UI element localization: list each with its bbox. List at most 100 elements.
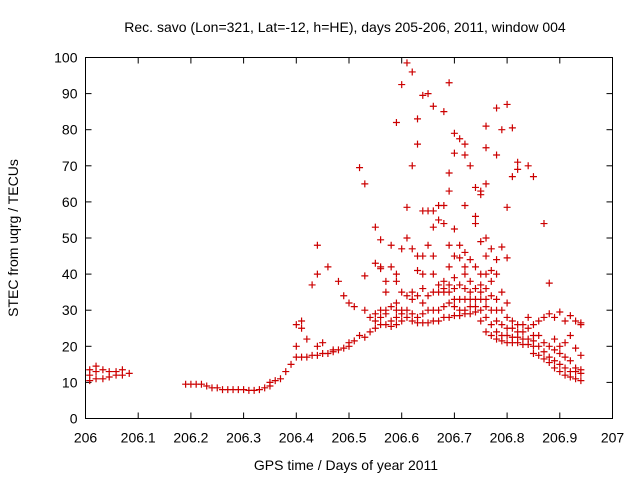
data-point: [487, 266, 495, 274]
data-point: [419, 299, 427, 307]
data-point: [356, 164, 364, 172]
data-point: [203, 382, 211, 390]
data-point: [408, 245, 416, 253]
data-point: [551, 357, 559, 365]
data-point: [493, 328, 501, 336]
data-point: [503, 203, 511, 211]
data-point: [461, 263, 469, 271]
data-point: [313, 270, 321, 278]
plot-frame: [85, 57, 613, 419]
data-point: [377, 263, 385, 271]
data-point: [298, 317, 306, 325]
data-point: [482, 144, 490, 152]
data-point: [535, 331, 543, 339]
data-point: [524, 162, 532, 170]
data-point: [508, 124, 516, 132]
data-point: [340, 344, 348, 352]
data-point: [408, 295, 416, 303]
data-point: [440, 220, 448, 228]
y-tick-label: 70: [62, 158, 78, 174]
data-point: [551, 313, 559, 321]
data-point: [519, 328, 527, 336]
x-tick-label: 207: [601, 430, 625, 446]
y-tick-label: 90: [62, 86, 78, 102]
data-point: [366, 313, 374, 321]
data-point: [482, 295, 490, 303]
data-point: [482, 328, 490, 336]
data-point: [324, 263, 332, 271]
x-tick-label: 206.3: [226, 430, 261, 446]
data-point: [403, 203, 411, 211]
data-point: [466, 288, 474, 296]
data-point: [556, 350, 564, 358]
data-point: [551, 364, 559, 372]
data-point: [271, 377, 279, 385]
data-point: [424, 90, 432, 98]
data-point: [287, 360, 295, 368]
data-point: [450, 303, 458, 311]
data-point: [456, 281, 464, 289]
data-point: [414, 140, 422, 148]
data-point: [482, 234, 490, 242]
data-point: [540, 348, 548, 356]
data-point: [429, 223, 437, 231]
data-point: [313, 342, 321, 350]
data-point: [508, 317, 516, 325]
data-point: [545, 279, 553, 287]
data-point: [461, 270, 469, 278]
data-point: [429, 207, 437, 215]
data-point: [387, 317, 395, 325]
data-points: [86, 59, 585, 394]
data-point: [487, 277, 495, 285]
data-point: [482, 303, 490, 311]
data-point: [382, 277, 390, 285]
data-point: [382, 321, 390, 329]
data-point: [440, 202, 448, 210]
data-point: [403, 306, 411, 314]
data-point: [466, 256, 474, 264]
data-point: [408, 288, 416, 296]
y-tick-label: 30: [62, 302, 78, 318]
data-point: [276, 375, 284, 383]
data-point: [261, 384, 269, 392]
data-point: [445, 187, 453, 195]
y-tick-label: 10: [62, 374, 78, 390]
data-point: [419, 285, 427, 293]
data-point: [493, 335, 501, 343]
y-tick-label: 100: [54, 50, 78, 66]
data-point: [392, 321, 400, 329]
data-point: [572, 375, 580, 383]
data-point: [440, 108, 448, 116]
data-point: [440, 285, 448, 293]
data-point: [366, 328, 374, 336]
y-tick-label: 50: [62, 230, 78, 246]
data-point: [292, 321, 300, 329]
data-point: [392, 277, 400, 285]
data-point: [540, 313, 548, 321]
data-point: [377, 313, 385, 321]
data-point: [498, 243, 506, 251]
data-point: [561, 364, 569, 372]
data-point: [456, 135, 464, 143]
data-point: [86, 366, 94, 374]
data-point: [408, 162, 416, 170]
data-point: [118, 366, 126, 374]
data-point: [545, 310, 553, 318]
data-point: [429, 102, 437, 110]
data-point: [493, 104, 501, 112]
data-point: [361, 306, 369, 314]
y-tick-label: 20: [62, 338, 78, 354]
data-point: [334, 277, 342, 285]
data-point: [356, 331, 364, 339]
data-point: [508, 173, 516, 181]
data-point: [566, 312, 574, 320]
data-point: [414, 115, 422, 123]
data-point: [445, 313, 453, 321]
data-point: [392, 313, 400, 321]
data-point: [466, 310, 474, 318]
data-point: [303, 335, 311, 343]
data-point: [477, 288, 485, 296]
data-point: [556, 308, 564, 316]
data-point: [514, 158, 522, 166]
